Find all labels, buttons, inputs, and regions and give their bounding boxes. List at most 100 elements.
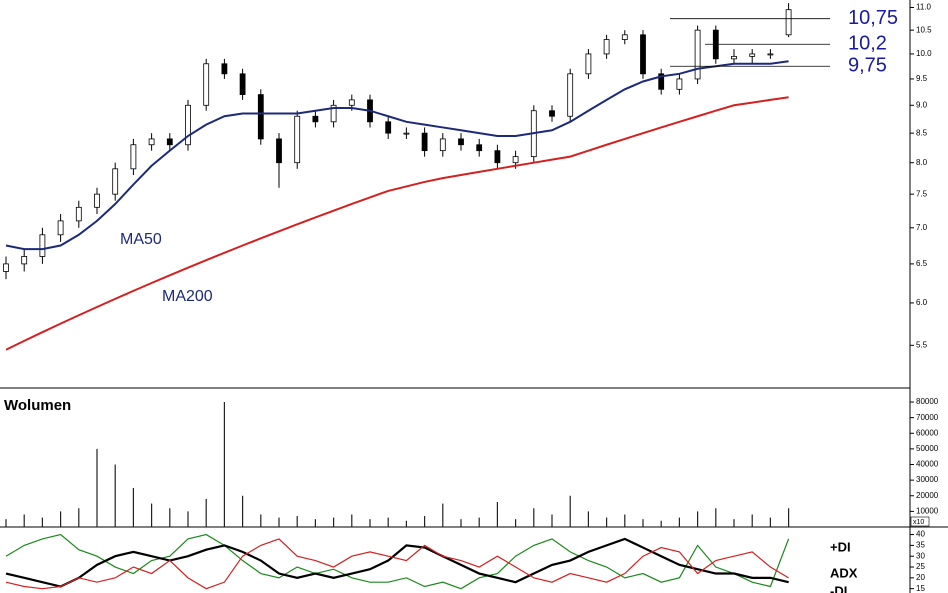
volume-bar <box>733 519 735 527</box>
y-tick-label: 20000 <box>916 491 939 500</box>
moving-average <box>5 60 789 251</box>
volume-bar <box>642 519 644 527</box>
volume-bar <box>278 517 280 527</box>
volume-bar <box>496 502 498 527</box>
volume-bar <box>405 520 407 527</box>
volume-bar <box>132 487 134 527</box>
volume-bar <box>769 517 771 527</box>
candle-body <box>785 9 792 36</box>
y-tick-label: 10000 <box>916 506 939 515</box>
candle-body <box>257 94 264 140</box>
candle-body <box>603 39 610 55</box>
y-tick-label: 80000 <box>916 397 939 406</box>
overlay-label: MA200 <box>162 288 213 305</box>
y-tick-label: 11.0 <box>916 3 932 12</box>
y-tick-label: 35 <box>916 541 925 550</box>
y-tick-label: 40 <box>916 530 925 539</box>
candle-body <box>39 234 46 257</box>
level-label: 9,75 <box>848 55 887 77</box>
y-tick-label: 40000 <box>916 460 939 469</box>
candle-body <box>439 138 446 152</box>
volume-bar <box>606 517 608 527</box>
legend-label: ADX <box>830 565 858 580</box>
y-tick-label: 25 <box>916 562 925 571</box>
volume-bar <box>78 508 80 527</box>
candle-body <box>294 115 301 164</box>
candle-body <box>476 144 483 152</box>
volume-bar <box>788 508 790 527</box>
volume-bar <box>751 514 753 527</box>
volume-bar <box>624 514 626 527</box>
y-tick-label: 8.0 <box>916 158 928 167</box>
panel-title: Wolumen <box>4 397 71 414</box>
y-tick-label: 30000 <box>916 475 939 484</box>
volume-bar <box>187 511 189 527</box>
candle-body <box>767 53 774 56</box>
volume-bar <box>587 511 589 527</box>
volume-bar <box>715 508 717 527</box>
volume-bar <box>424 516 426 527</box>
candle-body <box>567 73 574 117</box>
legend-label: -DI <box>830 583 847 593</box>
level-label: 10,2 <box>848 33 887 55</box>
volume-bar <box>660 520 662 527</box>
y-tick-label: 30 <box>916 551 925 560</box>
y-tick-label: 70000 <box>916 413 939 422</box>
candle-body <box>640 34 646 75</box>
candle-body <box>94 193 100 208</box>
y-tick-label: 60000 <box>916 428 939 437</box>
volume-bar <box>60 511 62 527</box>
y-tick-label: 50000 <box>916 444 939 453</box>
candle-body <box>112 168 119 195</box>
candle-body <box>203 63 210 106</box>
overlay-label: MA50 <box>120 231 162 248</box>
candle-body <box>148 138 155 146</box>
volume-bar <box>151 503 153 527</box>
unit-note: x10 <box>913 519 924 526</box>
volume-bar <box>96 448 98 527</box>
candle-body <box>421 132 428 152</box>
candle-body <box>185 104 191 146</box>
candle-body <box>749 53 756 57</box>
volume-bar <box>515 519 517 527</box>
candle-body <box>621 34 628 40</box>
volume-bar <box>533 508 535 527</box>
indicator-line <box>5 538 789 590</box>
volume-bar <box>369 519 371 527</box>
candle-body <box>130 144 137 170</box>
volume-bar <box>260 514 262 527</box>
y-tick-label: 7.0 <box>916 223 928 232</box>
candle-body <box>549 110 555 117</box>
volume-bar <box>697 511 699 527</box>
volume-bar <box>678 517 680 527</box>
y-tick-label: 6.5 <box>916 259 928 268</box>
volume-bar <box>223 402 225 527</box>
candle-body <box>312 115 319 123</box>
y-tick-label: 7.5 <box>916 189 928 198</box>
candle-body <box>221 63 228 75</box>
volume-bar <box>23 514 25 527</box>
volume-bar <box>5 519 7 527</box>
y-tick-label: 10.5 <box>916 25 932 34</box>
indicator-line <box>5 533 790 590</box>
volume-bar <box>551 514 553 527</box>
moving-average <box>5 96 789 351</box>
unit-box <box>910 516 930 527</box>
candle-body <box>21 256 28 265</box>
candle-body <box>385 121 392 134</box>
candle-body <box>348 99 355 106</box>
candle-body <box>458 138 464 146</box>
volume-bar <box>41 517 43 527</box>
legend-label: +DI <box>830 539 851 554</box>
volume-bar <box>478 517 480 527</box>
candle-body <box>276 138 282 164</box>
candle-body <box>403 132 410 135</box>
volume-bar <box>387 517 389 527</box>
candle-body <box>330 104 337 123</box>
volume-bar <box>569 495 571 527</box>
indicator-line <box>5 537 789 588</box>
candle-body <box>694 29 701 80</box>
candle-body <box>3 263 9 272</box>
